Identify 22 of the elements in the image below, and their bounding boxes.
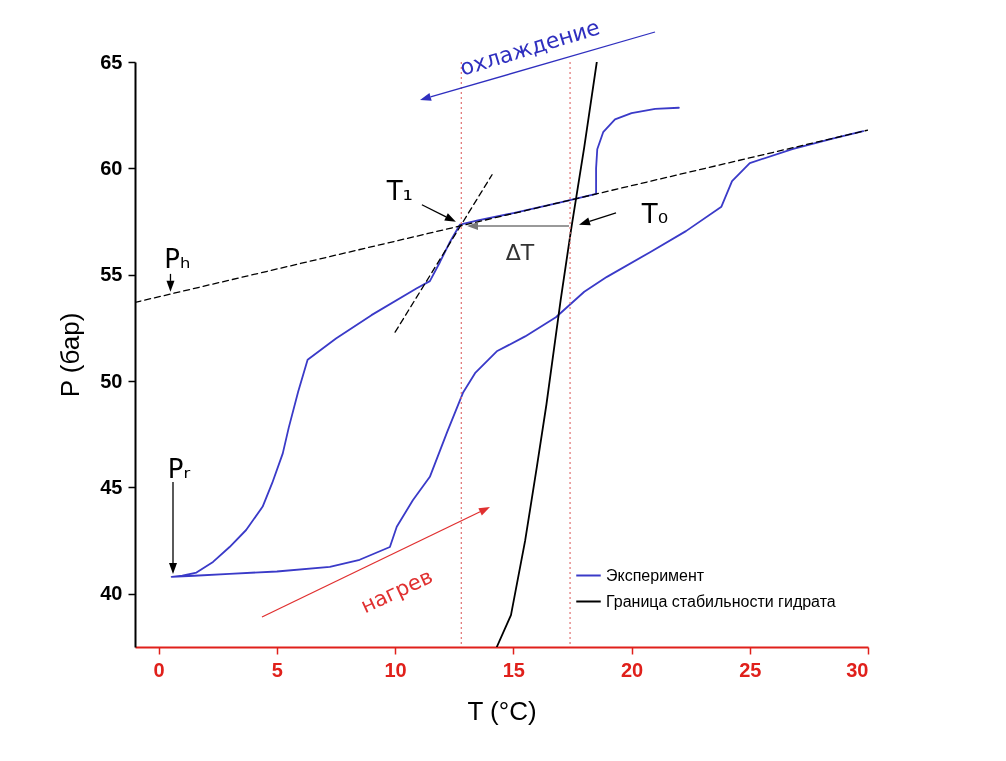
y-tick-label: 50 xyxy=(100,369,123,392)
y-tick-label: 45 xyxy=(100,475,123,498)
annotation: Pᵣ xyxy=(167,454,191,484)
x-tick-label: 20 xyxy=(620,658,644,681)
y-tick-label: 60 xyxy=(100,156,123,179)
annotation: T₀ xyxy=(640,198,669,229)
annotation: Pₕ xyxy=(164,243,191,274)
x-tick-label: 30 xyxy=(846,658,869,681)
x-tick-label: 5 xyxy=(271,658,283,681)
y-axis-title: P (бар) xyxy=(55,312,86,398)
x-axis-title: T (°C) xyxy=(467,695,537,726)
x-tick-label: 0 xyxy=(153,658,165,681)
annotation: ΔT xyxy=(505,240,535,265)
y-tick-label: 55 xyxy=(100,263,123,286)
x-tick-label: 10 xyxy=(384,658,407,681)
y-tick-label: 65 xyxy=(100,50,123,73)
x-tick-label: 15 xyxy=(502,658,525,681)
legend-label: Эксперимент xyxy=(606,566,705,584)
legend-label: Граница стабильности гидрата xyxy=(606,592,836,610)
annotation: T₁ xyxy=(385,175,414,206)
y-tick-label: 40 xyxy=(100,582,123,605)
x-tick-label: 25 xyxy=(739,658,762,681)
